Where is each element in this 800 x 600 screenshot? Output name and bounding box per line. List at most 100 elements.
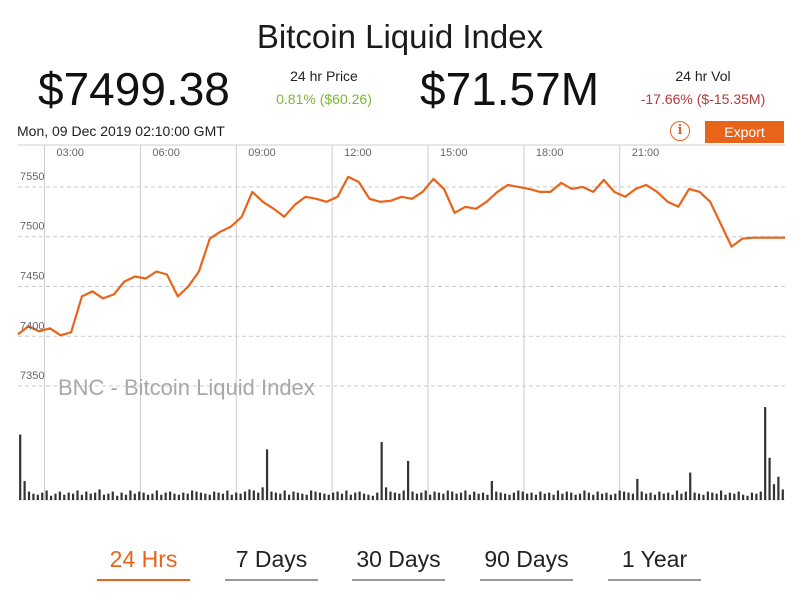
volume-bar bbox=[323, 493, 326, 500]
volume-bar bbox=[481, 492, 485, 500]
tab-90-days[interactable]: 90 Days bbox=[480, 546, 573, 581]
volume-bar bbox=[124, 494, 128, 500]
volume-label: 24 hr Vol bbox=[675, 68, 731, 84]
export-button[interactable]: Export bbox=[705, 121, 784, 143]
volume-bar bbox=[367, 494, 370, 500]
volume-bar bbox=[437, 492, 441, 500]
volume-bar bbox=[724, 494, 727, 500]
volume-bar bbox=[689, 472, 692, 500]
volume-bar bbox=[742, 494, 745, 500]
volume-bar bbox=[526, 493, 529, 500]
volume-bar bbox=[270, 491, 273, 500]
volume-bar bbox=[490, 481, 493, 500]
volume-bar bbox=[442, 493, 445, 500]
volume-bar bbox=[592, 494, 595, 500]
timestamp: Mon, 09 Dec 2019 02:10:00 GMT bbox=[17, 123, 225, 139]
volume-bar bbox=[539, 491, 542, 500]
tab-1-year[interactable]: 1 Year bbox=[608, 546, 701, 581]
volume-bar bbox=[191, 490, 194, 500]
volume-bar bbox=[102, 494, 106, 500]
info-icon[interactable]: i bbox=[670, 121, 690, 141]
volume-bar bbox=[777, 476, 780, 500]
volume-bar bbox=[120, 492, 123, 500]
volume-bar bbox=[627, 492, 630, 500]
volume-bar bbox=[283, 490, 286, 500]
volume-bar bbox=[574, 494, 577, 500]
volume-bar bbox=[684, 491, 687, 500]
volume-bar bbox=[451, 491, 454, 500]
volume-bar bbox=[265, 449, 269, 500]
volume-bar bbox=[380, 441, 383, 500]
volume-bar bbox=[67, 492, 70, 500]
volume-bar bbox=[63, 494, 66, 500]
volume-bar bbox=[697, 493, 701, 500]
page-title: Bitcoin Liquid Index bbox=[256, 18, 544, 55]
volume-bar bbox=[468, 494, 471, 500]
volume-bar bbox=[411, 491, 414, 500]
volume-bar bbox=[19, 434, 22, 500]
volume-bar bbox=[398, 493, 401, 500]
volume-bar bbox=[446, 490, 449, 500]
x-tick-label: 12:00 bbox=[344, 147, 372, 159]
volume-bar bbox=[111, 491, 114, 500]
volume-bar bbox=[578, 493, 582, 500]
volume-bar bbox=[76, 490, 79, 500]
volume-bar bbox=[94, 492, 97, 500]
volume-bar bbox=[199, 492, 203, 500]
volume-bar bbox=[455, 493, 458, 500]
volume-bar bbox=[750, 492, 754, 500]
volume-bar bbox=[151, 493, 154, 500]
volume-bar bbox=[72, 493, 75, 500]
volume-bar bbox=[327, 494, 330, 500]
volume-bar bbox=[217, 492, 220, 500]
volume-bar bbox=[407, 460, 410, 500]
volume-bar bbox=[177, 494, 180, 500]
volume-bar bbox=[587, 492, 590, 500]
volume-bar bbox=[305, 494, 308, 500]
volume-bar bbox=[429, 494, 432, 500]
volume-bar bbox=[402, 490, 405, 500]
volume-bar bbox=[517, 490, 520, 500]
x-tick-label: 09:00 bbox=[248, 147, 276, 159]
volume-bar bbox=[142, 492, 145, 500]
volume-bar bbox=[499, 492, 502, 500]
current-price: $7499.38 bbox=[38, 63, 230, 115]
volume-bar bbox=[279, 493, 282, 500]
volume-bar bbox=[733, 493, 736, 500]
volume-bar bbox=[693, 492, 696, 500]
volume-bar bbox=[314, 491, 317, 500]
volume-bar bbox=[287, 494, 291, 500]
volume-bar bbox=[623, 491, 626, 500]
volume-bar bbox=[173, 493, 176, 500]
volume-bar bbox=[420, 492, 423, 500]
volume-bar bbox=[296, 492, 300, 500]
volume-bar bbox=[133, 493, 136, 500]
volume-bar bbox=[336, 491, 339, 500]
volume-bar bbox=[768, 457, 771, 500]
volume-bar bbox=[36, 494, 39, 500]
volume-bar bbox=[512, 492, 515, 500]
y-tick-label: 7350 bbox=[20, 370, 44, 382]
volume-bar bbox=[605, 492, 608, 500]
tab-24-hrs[interactable]: 24 Hrs bbox=[97, 546, 190, 581]
volume-bar bbox=[371, 495, 374, 500]
volume-bar bbox=[243, 491, 247, 500]
y-tick-label: 7550 bbox=[20, 171, 44, 183]
volume-bar bbox=[89, 493, 92, 500]
x-tick-label: 21:00 bbox=[632, 147, 660, 159]
tab-7-days[interactable]: 7 Days bbox=[225, 546, 318, 581]
volume-bar bbox=[354, 492, 357, 500]
volume-bar bbox=[772, 484, 776, 500]
x-tick-label: 15:00 bbox=[440, 147, 468, 159]
volume-bar bbox=[662, 493, 665, 500]
volume-bar bbox=[649, 492, 652, 500]
volume-bar bbox=[54, 493, 57, 500]
tab-30-days[interactable]: 30 Days bbox=[352, 546, 445, 581]
volume-bar bbox=[58, 491, 61, 500]
volume-bar bbox=[645, 493, 648, 500]
volume-bar bbox=[477, 493, 480, 500]
volume-bar bbox=[543, 493, 546, 500]
volume-bar bbox=[318, 492, 322, 500]
volume-bar bbox=[186, 493, 189, 500]
range-tabs: 24 Hrs 7 Days 30 Days 90 Days 1 Year bbox=[0, 546, 800, 586]
